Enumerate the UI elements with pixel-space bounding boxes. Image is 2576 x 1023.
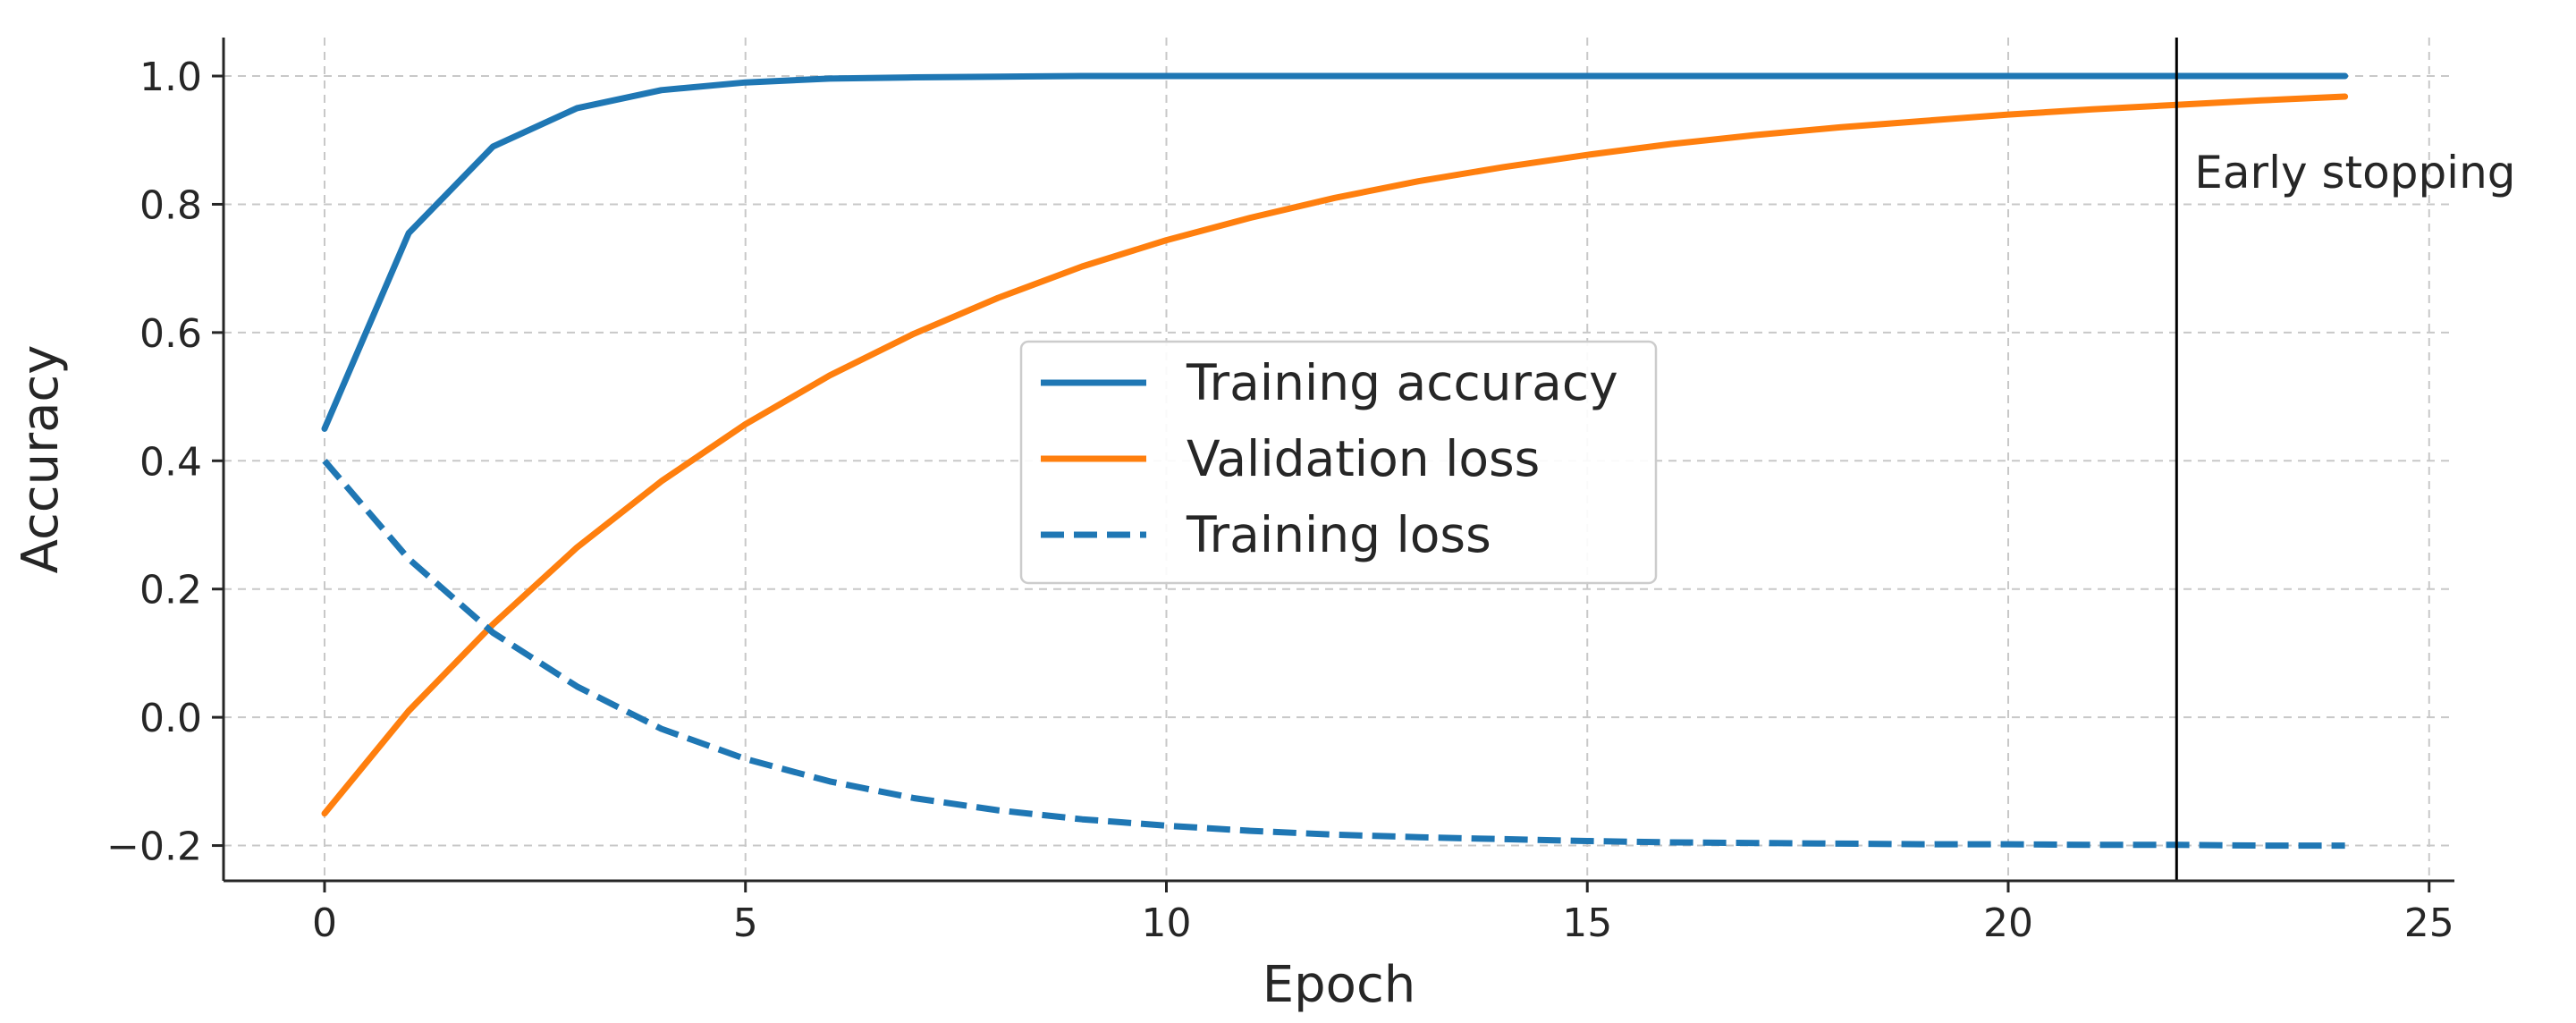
legend-label: Training accuracy — [1186, 354, 1618, 411]
axes — [222, 38, 2454, 883]
y-tick-label: 0.8 — [139, 182, 202, 228]
x-tick-label: 15 — [1562, 900, 1612, 946]
y-tick-label: 0.0 — [139, 696, 202, 741]
x-tick-label: 25 — [2404, 900, 2454, 946]
y-axis-title: Accuracy — [12, 345, 70, 574]
x-tick-label: 20 — [1983, 900, 2033, 946]
x-tick-label: 0 — [312, 900, 337, 946]
early-stopping-label: Early stopping — [2194, 147, 2515, 199]
y-tick-label: 0.6 — [139, 311, 202, 357]
legend-label: Validation loss — [1187, 430, 1540, 487]
y-tick-label: 1.0 — [139, 55, 202, 100]
y-tick-label: 0.2 — [139, 568, 202, 613]
legend: Training accuracy Validation loss Training… — [1019, 340, 1658, 585]
y-tick-label: 0.4 — [139, 439, 202, 485]
y-tick-label: −0.2 — [106, 824, 202, 870]
ticks: 0 5 10 15 20 25 −0.2 0.0 0.2 0.4 0.6 0.8 1.0 — [106, 55, 2454, 946]
x-axis-title: Epoch — [1263, 956, 1415, 1014]
x-tick-label: 5 — [733, 900, 758, 946]
legend-label: Training loss — [1186, 506, 1491, 563]
series-line-validation-loss — [321, 93, 2349, 817]
series-line-training-loss — [322, 459, 2345, 850]
x-tick-label: 10 — [1141, 900, 1191, 946]
early-stopping-annotation: Early stopping — [2175, 38, 2516, 881]
series-lines — [321, 72, 2349, 850]
legend-box — [1019, 340, 1658, 585]
series-line-training-accuracy — [321, 72, 2349, 432]
